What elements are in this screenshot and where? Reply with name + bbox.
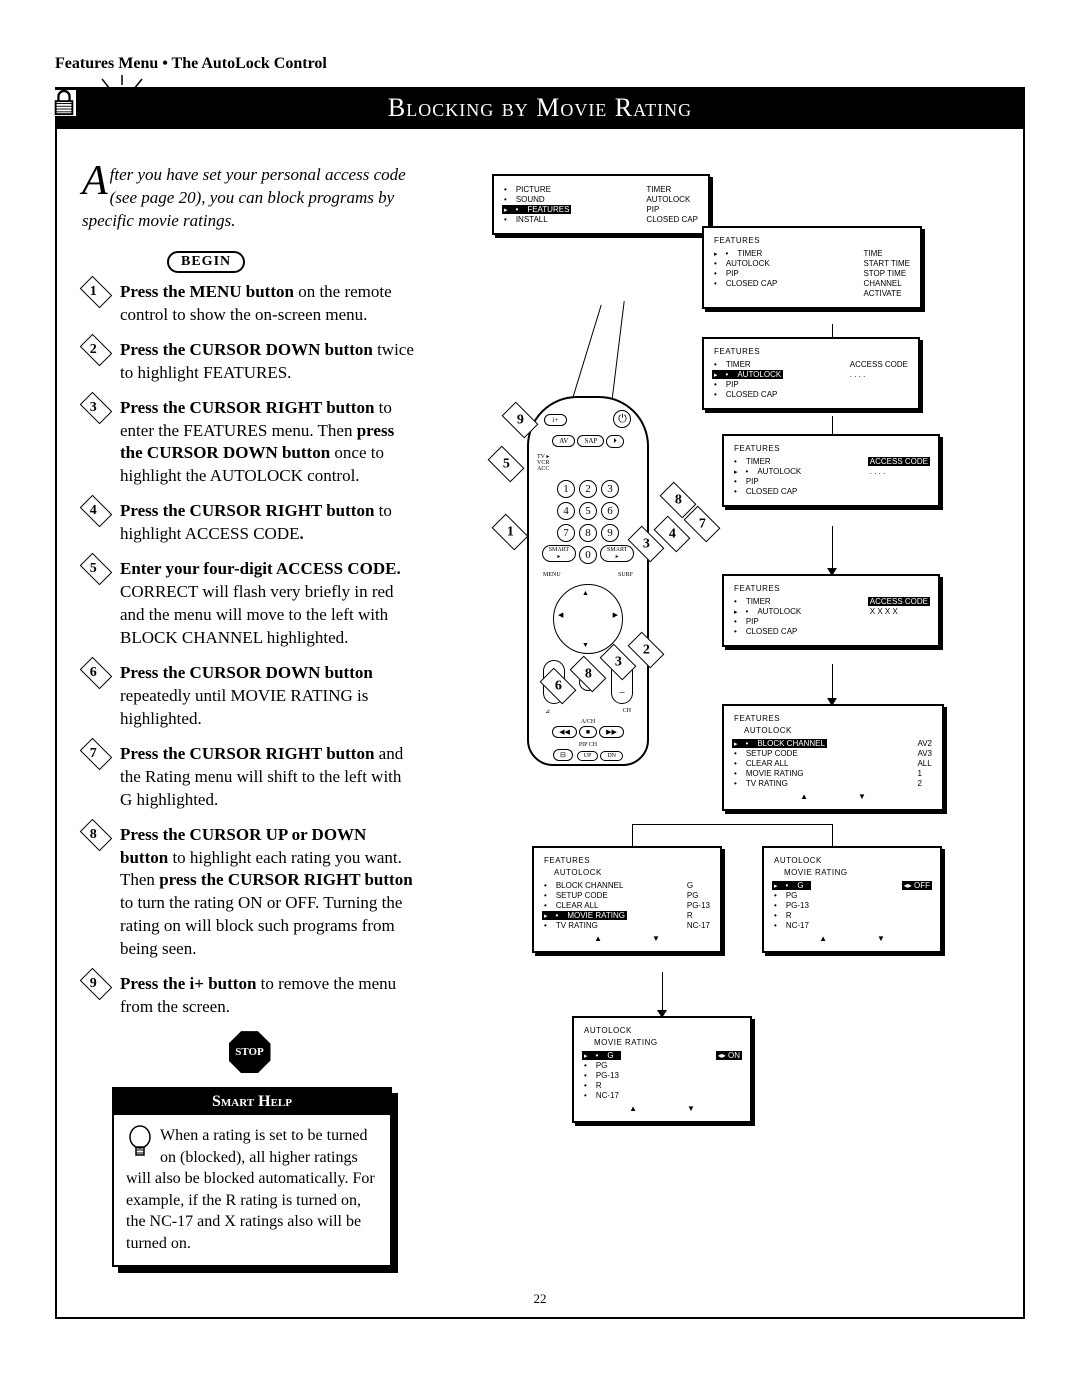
step-5: 5Enter your four-digit ACCESS CODE. CORR…: [82, 558, 417, 650]
diagram-column: i+ ⏻ AVSAP⏵ TV ▸VCRACC 123 456 789 SMART…: [442, 164, 998, 1297]
stop-indicator: STOP: [229, 1031, 271, 1073]
smart-help-box: Smart Help When a rating is set to be tu…: [112, 1087, 392, 1267]
osd-menu: FEATURESAUTOLOCKBLOCK CHANNELSETUP CODEC…: [722, 704, 944, 811]
step-3: 3Press the CURSOR RIGHT button to enter …: [82, 397, 417, 489]
step-1: 1Press the MENU button on the remote con…: [82, 281, 417, 327]
step-9: 9Press the i+ button to remove the menu …: [82, 973, 417, 1019]
breadcrumb: Features Menu • The AutoLock Control: [55, 55, 1025, 73]
lightbulb-icon: [126, 1125, 154, 1161]
page-title: Blocking by Movie Rating: [55, 87, 1025, 129]
lightbulb-icon: [92, 75, 152, 105]
osd-menu: FEATURESTIMERAUTOLOCKPIPCLOSED CAPACCESS…: [722, 434, 940, 507]
instructions-column: After you have set your personal access …: [82, 164, 417, 1297]
begin-indicator: BEGIN: [167, 251, 245, 273]
step-4: 4Press the CURSOR RIGHT button to highli…: [82, 500, 417, 546]
step-pointer-1: 1: [492, 514, 529, 551]
osd-menu: FEATURESTIMERAUTOLOCKPIPCLOSED CAPACCESS…: [702, 337, 920, 410]
smart-help-body: When a rating is set to be turned on (bl…: [114, 1115, 390, 1265]
step-8: 8Press the CURSOR UP or DOWN button to h…: [82, 824, 417, 962]
osd-menu: PICTURESOUNDFEATURESINSTALLTIMERAUTOLOCK…: [492, 174, 710, 235]
osd-menu: FEATURESTIMERAUTOLOCKPIPCLOSED CAPACCESS…: [722, 574, 940, 647]
osd-menu: FEATURESTIMERAUTOLOCKPIPCLOSED CAPTIMEST…: [702, 226, 922, 309]
osd-menu: FEATURESAUTOLOCKBLOCK CHANNELSETUP CODEC…: [532, 846, 722, 953]
step-pointer-5: 5: [488, 446, 525, 483]
step-6: 6Press the CURSOR DOWN button repeatedly…: [82, 662, 417, 731]
page-number: 22: [534, 1291, 547, 1307]
osd-menu: AUTOLOCKMOVIE RATINGGPGPG-13RNC-17◂▸ ON▲…: [572, 1016, 752, 1123]
remote-control-diagram: i+ ⏻ AVSAP⏵ TV ▸VCRACC 123 456 789 SMART…: [527, 396, 649, 766]
osd-menu: AUTOLOCKMOVIE RATINGGPGPG-13RNC-17◂▸ OFF…: [762, 846, 942, 953]
step-7: 7Press the CURSOR RIGHT button and the R…: [82, 743, 417, 812]
lock-icon: [52, 90, 76, 116]
step-2: 2Press the CURSOR DOWN button twice to h…: [82, 339, 417, 385]
smart-help-title: Smart Help: [114, 1089, 390, 1115]
intro-text: After you have set your personal access …: [82, 164, 417, 233]
